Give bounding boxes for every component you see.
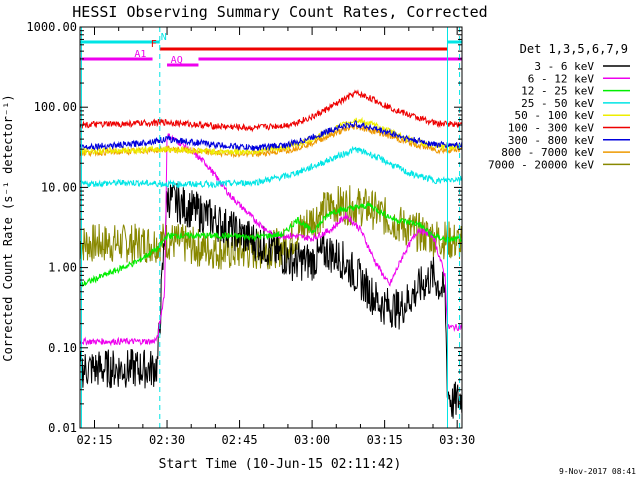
chart-title: HESSI Observing Summary Count Rates, Cor… bbox=[72, 3, 487, 21]
legend-label-6: 300 - 800 keV bbox=[508, 134, 594, 147]
y-tick-label-4: 0.10 bbox=[48, 341, 77, 355]
y-tick-label-3: 1.00 bbox=[48, 261, 77, 275]
plot-timestamp: 9-Nov-2017 08:41 bbox=[559, 467, 636, 476]
plot-frame bbox=[79, 26, 463, 429]
flag-label-1: F bbox=[151, 39, 157, 50]
flag-label-2: AQ bbox=[171, 55, 183, 66]
x-tick-label-5: 03:30 bbox=[439, 433, 475, 447]
series-line-0 bbox=[79, 183, 463, 419]
legend-label-2: 12 - 25 keV bbox=[521, 85, 594, 98]
series-line-3 bbox=[79, 145, 463, 189]
y-tick-label-1: 100.00 bbox=[34, 100, 77, 114]
series-line-5 bbox=[79, 89, 463, 133]
legend-label-1: 6 - 12 keV bbox=[528, 72, 595, 85]
legend-label-3: 25 - 50 keV bbox=[521, 97, 594, 110]
flag-label-0: N bbox=[161, 32, 167, 43]
y-axis-label: Corrected Count Rate (s⁻¹ detector⁻¹) bbox=[1, 94, 15, 361]
x-tick-label-0: 02:15 bbox=[76, 433, 112, 447]
series-line-4 bbox=[79, 116, 463, 157]
y-tick-label-2: 10.00 bbox=[41, 180, 77, 194]
series-layer bbox=[79, 89, 463, 419]
y-tick-label-0: 1000.00 bbox=[26, 20, 77, 34]
flag-label-3: A1 bbox=[134, 49, 146, 60]
legend-label-5: 100 - 300 keV bbox=[508, 122, 594, 135]
legend-label-4: 50 - 100 keV bbox=[515, 109, 595, 122]
flags-layer: NF AQ A1 bbox=[80, 27, 462, 428]
x-tick-label-1: 02:30 bbox=[149, 433, 185, 447]
x-axis-label: Start Time (10-Jun-15 02:11:42) bbox=[159, 457, 402, 472]
legend-label-8: 7000 - 20000 keV bbox=[488, 158, 594, 171]
x-tick-label-3: 03:00 bbox=[294, 433, 330, 447]
axes-layer: 02:15 02:30 02:45 03:00 03:15 03:30 1000.00 100… bbox=[26, 20, 475, 447]
series-line-1 bbox=[79, 133, 463, 347]
x-tick-label-2: 02:45 bbox=[222, 433, 258, 447]
series-line-2 bbox=[80, 202, 463, 288]
y-tick-label-5: 0.01 bbox=[48, 421, 77, 435]
legend-title: Det 1,3,5,6,7,9 bbox=[520, 42, 628, 56]
series-line-6 bbox=[79, 120, 463, 152]
x-tick-label-4: 03:15 bbox=[367, 433, 403, 447]
legend-label-7: 800 - 7000 keV bbox=[501, 146, 594, 159]
series-line-8 bbox=[79, 185, 463, 270]
legend-label-0: 3 - 6 keV bbox=[534, 60, 594, 73]
